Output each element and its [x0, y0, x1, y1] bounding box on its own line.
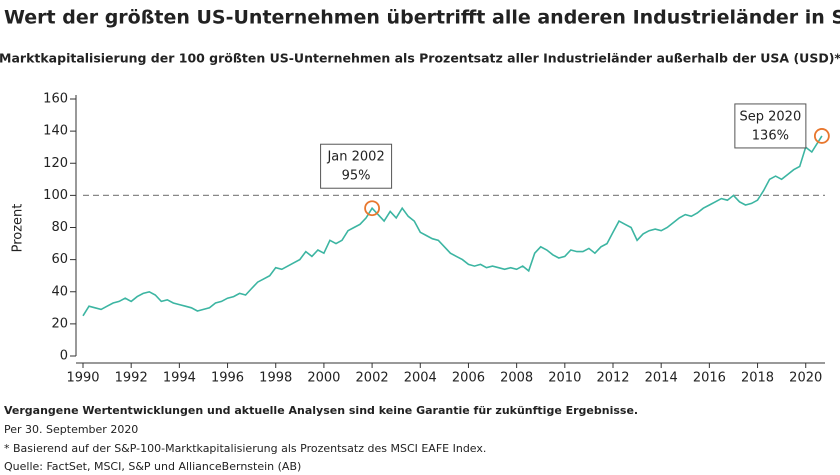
x-tick-label: 2018	[741, 371, 774, 386]
data-line	[82, 135, 823, 317]
x-tick-label: 2016	[693, 371, 726, 386]
x-tick-label: 2002	[356, 371, 389, 386]
y-tick-label: 0	[60, 349, 68, 364]
chart-subtitle: Marktkapitalisierung der 100 größten US-…	[0, 51, 840, 66]
annotation-box	[734, 103, 807, 149]
chart-title: Wert der größten US-Unternehmen übertrif…	[4, 7, 840, 29]
y-tick-label: 120	[43, 156, 68, 171]
y-tick-label: 80	[51, 220, 68, 235]
annotation-date: Jan 2002	[326, 150, 384, 165]
y-tick-label: 100	[43, 188, 68, 203]
x-tick-label: 2020	[789, 371, 822, 386]
annotation-marker	[364, 200, 380, 217]
annotation-marker	[813, 128, 830, 144]
annotation-value: 136%	[752, 128, 789, 143]
x-tick-label: 2008	[500, 371, 533, 386]
y-tick-label: 140	[43, 124, 68, 139]
y-axis-label: Prozent	[11, 204, 26, 253]
x-tick-label: 1996	[211, 371, 244, 386]
annotation-box	[320, 143, 393, 189]
x-tick-label: 2010	[548, 371, 581, 386]
x-tick-label: 1990	[66, 371, 99, 386]
y-tick-label: 20	[51, 316, 68, 331]
note: Quelle: FactSet, MSCI, S&P und AllianceB…	[4, 460, 301, 473]
x-tick-label: 2006	[452, 371, 485, 386]
x-tick-label: 2012	[596, 371, 629, 386]
x-tick-label: 2014	[645, 371, 678, 386]
y-tick-label: 160	[43, 92, 68, 107]
annotation-value: 95%	[342, 169, 371, 184]
x-tick-label: 1998	[259, 371, 292, 386]
x-tick-label: 1994	[163, 371, 196, 386]
x-tick-label: 2004	[404, 371, 437, 386]
annotation-date: Sep 2020	[740, 109, 802, 124]
y-tick-label: 40	[51, 284, 68, 299]
note: Vergangene Wertentwicklungen und aktuell…	[4, 404, 638, 417]
note: * Basierend auf der S&P-100-Marktkapital…	[4, 442, 486, 455]
y-tick-label: 60	[51, 252, 68, 267]
note: Per 30. September 2020	[4, 423, 138, 436]
x-tick-label: 1992	[115, 371, 148, 386]
x-tick-label: 2000	[307, 371, 340, 386]
